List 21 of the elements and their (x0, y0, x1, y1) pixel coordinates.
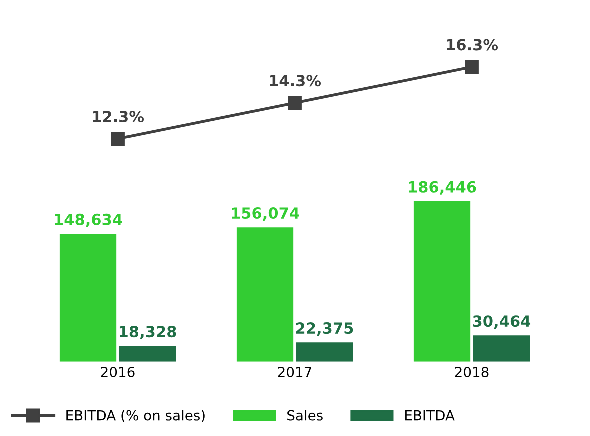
data-label: 14.3% (270, 75, 322, 87)
legend-label: Sales (288, 410, 323, 421)
bar (60, 234, 117, 362)
data-label: 22,375 (296, 322, 354, 336)
data-label: 148,634 (55, 214, 122, 228)
data-label: 156,074 (232, 207, 300, 222)
data-label: 186,446 (409, 181, 476, 195)
data-label: 16.3% (447, 39, 498, 51)
x-tick-label: 2016 (101, 366, 135, 378)
legend-label: EBITDA (% on sales) (66, 410, 205, 422)
bar (473, 336, 530, 362)
x-tick-label: 2018 (455, 366, 489, 378)
x-tick-label: 2017 (278, 366, 312, 378)
bar (119, 346, 176, 362)
data-label: 18,328 (120, 326, 176, 340)
bar (236, 228, 294, 362)
bar (296, 342, 354, 362)
bar (414, 201, 471, 362)
legend-label: EBITDA (406, 410, 455, 421)
data-label: 30,464 (473, 316, 531, 330)
data-label: 12.3% (93, 111, 144, 123)
